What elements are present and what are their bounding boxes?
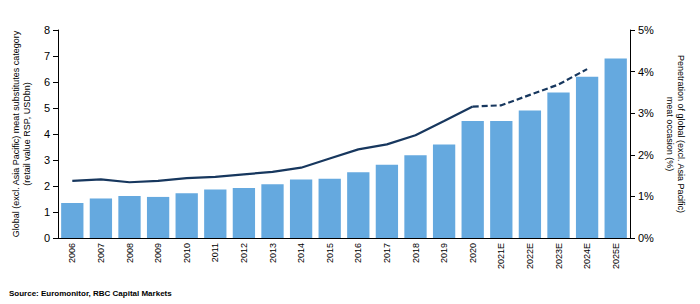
svg-text:2025E: 2025E [611, 243, 621, 269]
svg-text:2012: 2012 [239, 243, 249, 263]
svg-text:7: 7 [44, 50, 50, 62]
svg-text:2016: 2016 [353, 243, 363, 263]
svg-text:3%: 3% [638, 107, 654, 119]
svg-text:2021E: 2021E [496, 243, 506, 269]
svg-text:2011: 2011 [210, 243, 220, 262]
svg-text:2020: 2020 [468, 243, 478, 263]
svg-text:2006: 2006 [67, 243, 77, 263]
svg-text:4%: 4% [638, 66, 654, 78]
svg-text:Source: Euromonitor, RBC Capit: Source: Euromonitor, RBC Capital Markets [9, 289, 172, 298]
svg-text:(retail value RSP, USDbn): (retail value RSP, USDbn) [22, 82, 32, 185]
svg-text:0%: 0% [638, 232, 654, 244]
svg-text:2015: 2015 [325, 243, 335, 263]
svg-text:4: 4 [44, 128, 50, 140]
svg-text:3: 3 [44, 154, 50, 166]
svg-text:meat occasion (%): meat occasion (%) [665, 97, 675, 172]
svg-text:8: 8 [44, 24, 50, 36]
svg-text:0: 0 [44, 232, 50, 244]
svg-text:5%: 5% [638, 24, 654, 36]
svg-text:5: 5 [44, 102, 50, 114]
svg-text:Global (excl. Asia Pacific) me: Global (excl. Asia Pacific) meat substit… [11, 30, 21, 237]
svg-text:2023E: 2023E [554, 243, 564, 269]
svg-text:1: 1 [44, 206, 50, 218]
svg-text:2%: 2% [638, 149, 654, 161]
svg-text:Penetration of global (excl. A: Penetration of global (excl. Asia Pacifi… [676, 55, 686, 213]
svg-text:2017: 2017 [382, 243, 392, 263]
svg-text:2010: 2010 [182, 243, 192, 263]
svg-text:2019: 2019 [439, 243, 449, 263]
svg-text:2007: 2007 [96, 243, 106, 263]
svg-text:6: 6 [44, 76, 50, 88]
svg-text:2014: 2014 [296, 243, 306, 263]
svg-text:2: 2 [44, 180, 50, 192]
svg-text:2009: 2009 [153, 243, 163, 263]
svg-text:2024E: 2024E [582, 243, 592, 269]
svg-text:2008: 2008 [125, 243, 135, 263]
svg-text:1%: 1% [638, 190, 654, 202]
svg-text:2022E: 2022E [525, 243, 535, 269]
svg-text:2018: 2018 [411, 243, 421, 263]
svg-text:2013: 2013 [268, 243, 278, 263]
